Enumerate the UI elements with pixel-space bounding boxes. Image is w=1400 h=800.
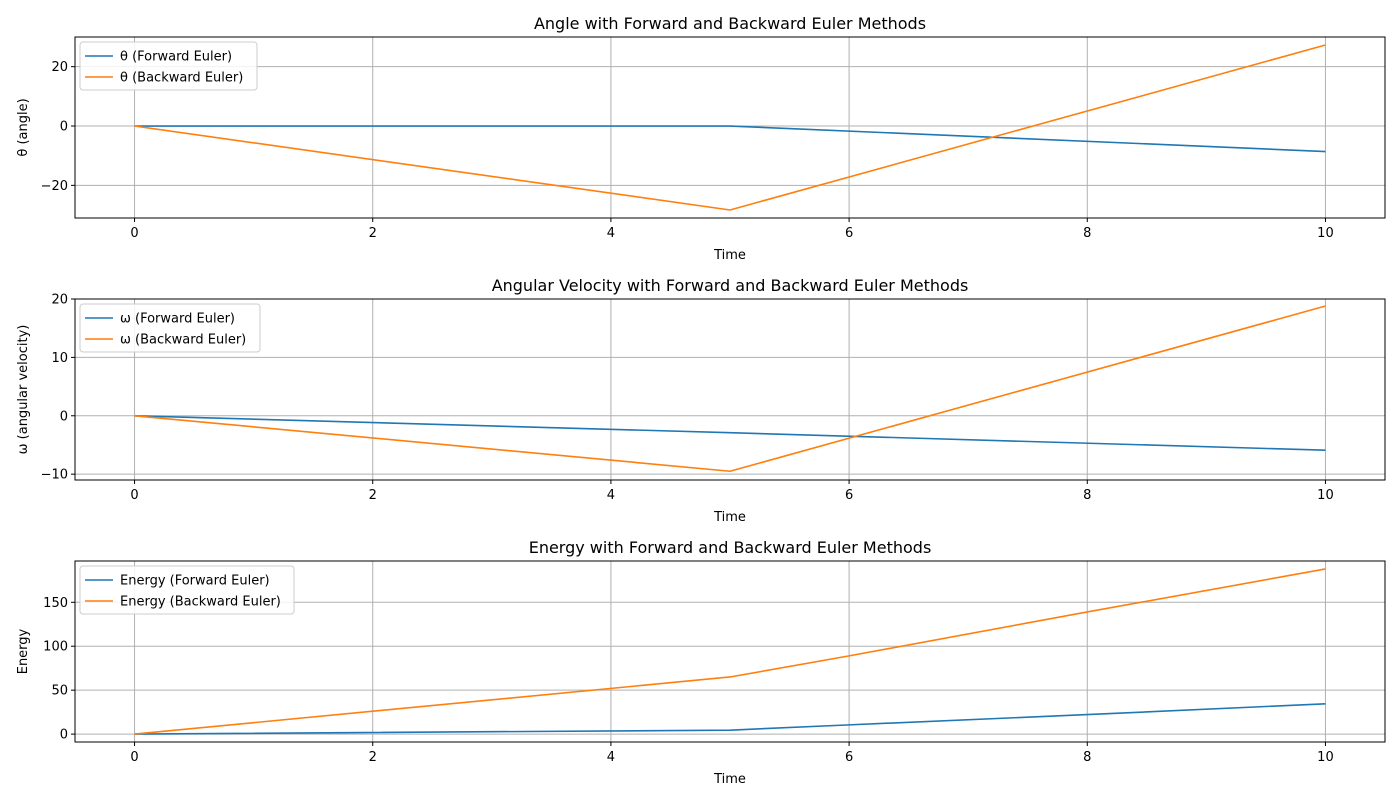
y-tick-label: 0 (60, 409, 68, 424)
x-tick-label: 10 (1317, 750, 1334, 765)
series-line-0 (134, 702, 1326, 735)
legend-box (79, 565, 295, 615)
legend-box (79, 303, 261, 353)
series-line-1 (134, 568, 1326, 735)
series-line-1 (134, 305, 1326, 473)
x-tick-label: 4 (607, 226, 615, 241)
y-axis-label: θ (angle) (16, 98, 31, 156)
axes-frame (74, 560, 1386, 743)
chart-panel-0: 0 2 4 6 8 10 −20 0 20 Angle with Forward and Back… (16, 14, 1386, 263)
x-tick-label: 2 (369, 226, 377, 241)
y-tick-label: 150 (43, 596, 68, 611)
chart-panel-1: 0 2 4 6 8 10 −10 0 10 20 Angular Velocity with For… (16, 276, 1386, 525)
x-tick-label: 6 (845, 488, 853, 503)
y-tick-label: 0 (60, 120, 68, 135)
x-tick-label: 6 (845, 750, 853, 765)
x-tick-label: 0 (130, 750, 138, 765)
x-tick-label: 2 (369, 488, 377, 503)
x-tick-label: 8 (1083, 488, 1091, 503)
axes-frame (74, 298, 1386, 481)
y-tick-label: 100 (43, 640, 68, 655)
y-tick-label: −10 (41, 468, 68, 483)
x-axis-label: Time (713, 772, 746, 787)
x-tick-label: 0 (130, 488, 138, 503)
y-axis-label: Energy (16, 628, 31, 674)
legend-entry: Energy (Forward Euler) (120, 574, 270, 589)
legend-entry: Energy (Backward Euler) (120, 595, 281, 610)
y-tick-label: 50 (51, 684, 68, 699)
x-axis-label: Time (713, 248, 746, 263)
x-tick-label: 8 (1083, 226, 1091, 241)
x-tick-label: 6 (845, 226, 853, 241)
y-tick-label: 20 (51, 60, 68, 75)
series-line-1 (134, 44, 1326, 211)
chart-title: Energy with Forward and Backward Euler M… (529, 538, 932, 557)
y-tick-label: −20 (41, 179, 68, 194)
x-tick-label: 8 (1083, 750, 1091, 765)
legend: ω (Forward Euler) ω (Backward Euler) (79, 303, 261, 353)
x-tick-label: 10 (1317, 488, 1334, 503)
legend-box (79, 41, 258, 91)
x-axis-label: Time (713, 510, 746, 525)
legend: Energy (Forward Euler) Energy (Backward E… (79, 565, 295, 615)
x-tick-label: 0 (130, 226, 138, 241)
legend-entry: ω (Forward Euler) (120, 312, 235, 327)
series-line-0 (134, 414, 1326, 452)
y-tick-label: 10 (51, 351, 68, 366)
series-line-0 (134, 125, 1326, 153)
legend: θ (Forward Euler) θ (Backward Euler) (79, 41, 258, 91)
chart-title: Angular Velocity with Forward and Backwa… (492, 276, 969, 295)
y-axis-label: ω (angular velocity) (16, 325, 31, 455)
y-tick-label: 0 (60, 728, 68, 743)
x-tick-label: 2 (369, 750, 377, 765)
axes-frame (74, 36, 1386, 219)
legend-entry: ω (Backward Euler) (120, 333, 246, 348)
legend-entry: θ (Forward Euler) (120, 50, 232, 65)
legend-entry: θ (Backward Euler) (120, 71, 243, 86)
x-tick-label: 4 (607, 488, 615, 503)
x-tick-label: 4 (607, 750, 615, 765)
x-tick-label: 10 (1317, 226, 1334, 241)
y-tick-label: 20 (51, 293, 68, 308)
chart-title: Angle with Forward and Backward Euler Me… (534, 14, 926, 33)
